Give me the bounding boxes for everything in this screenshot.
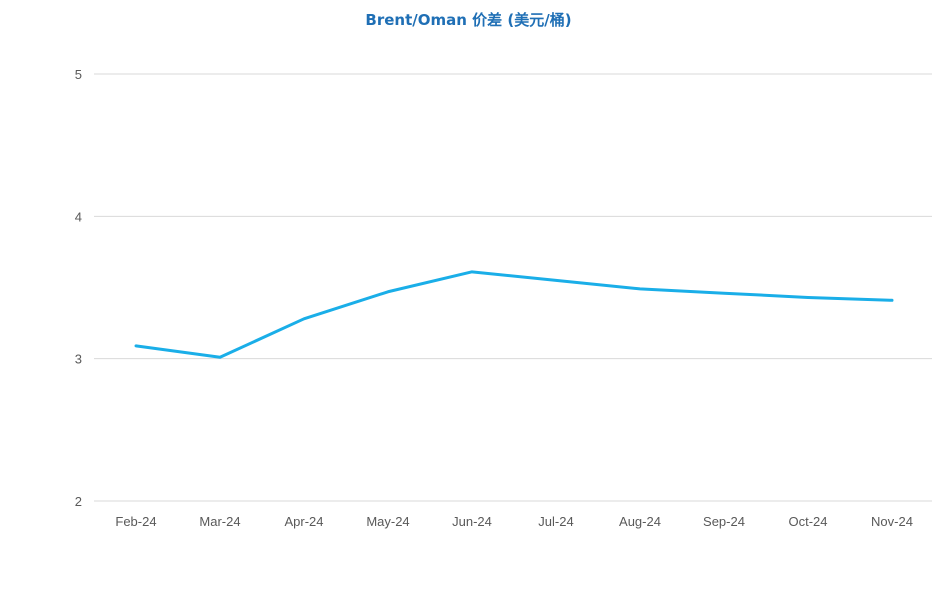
x-tick-label: Oct-24 bbox=[788, 514, 827, 529]
x-tick-label: Feb-24 bbox=[115, 514, 156, 529]
y-tick-label: 5 bbox=[75, 67, 82, 82]
x-tick-label: Mar-24 bbox=[199, 514, 240, 529]
x-tick-label: Jun-24 bbox=[452, 514, 492, 529]
x-tick-label: May-24 bbox=[366, 514, 409, 529]
y-tick-label: 3 bbox=[75, 352, 82, 367]
x-axis-labels: Feb-24 Mar-24 Apr-24 May-24 Jun-24 Jul-24 Aug-… bbox=[115, 514, 913, 529]
x-tick-label: Apr-24 bbox=[284, 514, 323, 529]
grid-lines bbox=[94, 73, 932, 502]
x-tick-label: Sep-24 bbox=[703, 514, 745, 529]
y-tick-label: 2 bbox=[75, 494, 82, 509]
x-tick-label: Jul-24 bbox=[538, 514, 573, 529]
x-tick-label: Aug-24 bbox=[619, 514, 661, 529]
x-tick-label: Nov-24 bbox=[871, 514, 913, 529]
series-group bbox=[134, 270, 894, 359]
series-line-0 bbox=[134, 270, 894, 359]
y-axis-labels: 2 3 4 5 bbox=[75, 67, 82, 509]
chart-title: Brent/Oman 价差 (美元/桶) bbox=[365, 11, 572, 29]
y-tick-label: 4 bbox=[75, 209, 82, 224]
